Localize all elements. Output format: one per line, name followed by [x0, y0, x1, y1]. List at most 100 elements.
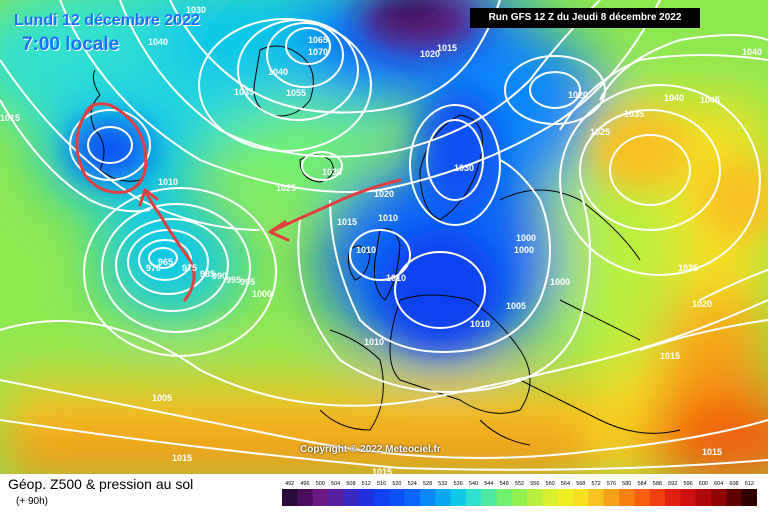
scale-value: 512 [362, 481, 371, 487]
pressure-label: 1040 [664, 93, 684, 103]
scale-value: 496 [300, 481, 309, 487]
scale-value: 576 [607, 481, 616, 487]
pressure-label: 1000 [516, 233, 536, 243]
scale-swatch [404, 489, 421, 506]
forecast-lead-time: (+ 90h) [16, 496, 48, 507]
scale-value: 600 [699, 481, 708, 487]
scale-value: 572 [592, 481, 601, 487]
pressure-label: 1030 [322, 167, 342, 177]
scale-swatch [435, 489, 452, 506]
scale-value: 520 [392, 481, 401, 487]
pressure-label: 990 [212, 271, 227, 281]
isobars [0, 0, 768, 471]
run-info-banner: Run GFS 12 Z du Jeudi 8 décembre 2022 [470, 8, 700, 28]
pressure-label: 1015 [0, 113, 20, 123]
scale-value: 532 [438, 481, 447, 487]
scale-swatch [389, 489, 406, 506]
pressure-label: 1010 [470, 319, 490, 329]
scale-swatch [542, 489, 559, 506]
scale-swatch [649, 489, 666, 506]
scale-value: 580 [622, 481, 631, 487]
red-annotation [75, 102, 402, 302]
scale-swatch [680, 489, 697, 506]
pressure-label: 1015 [337, 217, 357, 227]
scale-swatch [297, 489, 314, 506]
scale-swatch [312, 489, 329, 506]
pressure-map: 1040 1030 1065 1070 1055 1035 1040 1020 1015 1020… [0, 0, 768, 474]
pressure-label: 1000 [514, 245, 534, 255]
pressure-label: 1005 [506, 301, 526, 311]
scale-swatch [373, 489, 390, 506]
pressure-label: 1010 [378, 213, 398, 223]
pressure-label: 1035 [624, 109, 644, 119]
pressure-label: 1010 [364, 337, 384, 347]
scale-value: 500 [316, 481, 325, 487]
pressure-label: 1045 [700, 95, 720, 105]
scale-value: 604 [714, 481, 723, 487]
pressure-label: 1070 [308, 47, 328, 57]
scale-value: 564 [561, 481, 570, 487]
scale-swatch [282, 489, 298, 506]
pressure-label: 1020 [692, 299, 712, 309]
pressure-label: 1010 [356, 245, 376, 255]
scale-swatch [573, 489, 589, 506]
legend-footer: Géop. Z500 & pression au sol (+ 90h) 492… [0, 474, 768, 512]
scale-value: 556 [530, 481, 539, 487]
pressure-label: 1000 [550, 277, 570, 287]
scale-value: 548 [500, 481, 509, 487]
pressure-label: 995 [240, 277, 255, 287]
scale-value: 584 [637, 481, 646, 487]
pressure-label: 1015 [660, 351, 680, 361]
pressure-label: 1000 [252, 289, 272, 299]
pressure-labels: 1040 1030 1065 1070 1055 1035 1040 1020 1015 1020… [0, 5, 762, 474]
pressure-label: 1005 [152, 393, 172, 403]
pressure-label: 1065 [308, 35, 328, 45]
scale-swatch [695, 489, 712, 506]
pressure-label: 1010 [386, 273, 406, 283]
pressure-label: 1025 [590, 127, 610, 137]
scale-swatch [619, 489, 635, 506]
scale-swatch [665, 489, 681, 506]
scale-swatch [419, 489, 436, 506]
z500-color-field [0, 0, 768, 474]
scale-value: 528 [423, 481, 432, 487]
scale-swatch [634, 489, 651, 506]
scale-swatch [726, 489, 743, 506]
pressure-label: 1040 [742, 47, 762, 57]
scale-value: 608 [729, 481, 738, 487]
scale-swatch [327, 489, 344, 506]
scale-swatch [511, 489, 528, 506]
scale-value: 588 [653, 481, 662, 487]
pressure-label: 1040 [148, 37, 168, 47]
pressure-label: 1025 [678, 263, 698, 273]
pressure-label: 970 [146, 263, 161, 273]
scale-swatch [496, 489, 513, 506]
pressure-label: 1015 [702, 447, 722, 457]
scale-value: 552 [515, 481, 524, 487]
scale-swatch [741, 489, 757, 506]
scale-value: 596 [683, 481, 692, 487]
scale-value: 504 [331, 481, 340, 487]
pressure-label: 1020 [420, 49, 440, 59]
pressure-label: 985 [200, 269, 215, 279]
scale-swatch [557, 489, 574, 506]
scale-value: 540 [469, 481, 478, 487]
scale-swatch [358, 489, 375, 506]
pressure-label: 1020 [374, 189, 394, 199]
scale-value: 568 [576, 481, 585, 487]
forecast-time: 7:00 locale [22, 34, 120, 55]
scale-value: 536 [454, 481, 463, 487]
pressure-label: 1015 [172, 453, 192, 463]
pressure-label: 1030 [454, 163, 474, 173]
scale-value: 508 [346, 481, 355, 487]
scale-value: 492 [285, 481, 294, 487]
scale-value: 516 [377, 481, 386, 487]
scale-value: 592 [668, 481, 677, 487]
pressure-label: 965 [158, 257, 173, 267]
scale-value: 524 [408, 481, 417, 487]
pressure-label: 1055 [286, 88, 306, 98]
scale-swatch [450, 489, 467, 506]
scale-swatch [343, 489, 360, 506]
scale-swatch [465, 489, 482, 506]
